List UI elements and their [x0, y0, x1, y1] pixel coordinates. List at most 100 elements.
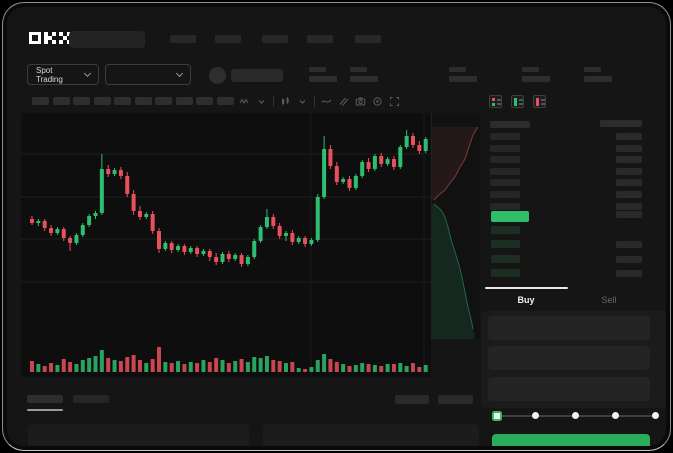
volume-bar	[169, 363, 174, 372]
search-input[interactable]	[69, 31, 145, 48]
asks-book-view-icon[interactable]	[533, 95, 546, 108]
bottom-action-button-2[interactable]	[438, 395, 473, 404]
depth-bids-area	[431, 204, 475, 339]
stat-label-placeholder	[309, 67, 326, 72]
settings-icon[interactable]	[372, 96, 383, 107]
volume-bar	[239, 359, 244, 372]
order-form-field-2[interactable]	[488, 346, 650, 370]
ask-row-price[interactable]	[490, 191, 520, 198]
volume-bar	[99, 350, 104, 372]
stat-value-placeholder	[309, 76, 337, 82]
nav-item-1[interactable]	[170, 35, 196, 43]
line	[519, 99, 523, 101]
timeframe-button-6[interactable]	[134, 97, 152, 105]
volume-bar	[398, 363, 403, 372]
bottom-panel-left	[28, 424, 249, 446]
volume-bar	[214, 358, 219, 372]
candlestick	[112, 170, 117, 174]
volume-bar	[68, 362, 73, 372]
nav-item-2[interactable]	[215, 35, 241, 43]
candlestick	[423, 139, 428, 151]
candlestick	[372, 156, 377, 169]
candlestick	[385, 159, 390, 164]
timeframe-button-10[interactable]	[216, 97, 234, 105]
volume-bar	[379, 366, 384, 372]
order-form-field-3[interactable]	[488, 377, 650, 401]
candlestick	[411, 136, 415, 145]
candlestick	[296, 238, 301, 242]
slider-handle[interactable]	[492, 411, 502, 421]
candlestick	[309, 240, 314, 244]
tab-buy[interactable]: Buy	[517, 295, 535, 305]
buy-submit-button[interactable]	[492, 434, 650, 446]
split-book-view-icon[interactable]	[489, 95, 502, 108]
bid-row-price[interactable]	[491, 226, 520, 234]
ask-row-price[interactable]	[490, 179, 520, 187]
candlestick	[271, 217, 276, 226]
slider-stop[interactable]	[572, 412, 579, 419]
volume-bar	[176, 361, 181, 372]
chart-type-icon[interactable]	[280, 96, 291, 107]
candlestick	[404, 136, 409, 147]
draw-tools-icon[interactable]	[338, 96, 349, 107]
bid-row-price[interactable]	[491, 268, 520, 277]
candlestick	[303, 238, 308, 244]
timeframe-button-3[interactable]	[73, 97, 90, 105]
nav-item-4[interactable]	[307, 35, 333, 43]
bottom-tab-orders[interactable]	[27, 395, 63, 403]
volume-bar	[163, 362, 168, 372]
pair-logo-avatar[interactable]	[209, 67, 226, 84]
ticker-stat-3	[449, 67, 479, 85]
fullscreen-icon[interactable]	[389, 96, 400, 107]
bids-book-view-icon[interactable]	[511, 95, 524, 108]
slider-stop[interactable]	[532, 412, 540, 419]
chevron-down-icon[interactable]	[256, 96, 267, 107]
nav-item-3[interactable]	[262, 35, 288, 43]
last-price-highlight[interactable]	[491, 211, 529, 222]
timeframe-button-8[interactable]	[175, 97, 193, 105]
ask-row-amount	[616, 156, 642, 164]
chevron-down-icon[interactable]	[297, 96, 308, 107]
ask-row-price[interactable]	[490, 133, 520, 140]
tab-sell[interactable]: Sell	[601, 295, 617, 305]
bid-row-price[interactable]	[491, 254, 520, 263]
candlestick	[233, 255, 238, 259]
volume-bar	[296, 368, 301, 372]
timeframe-button-9[interactable]	[196, 97, 213, 105]
bottom-tab-history[interactable]	[73, 395, 109, 403]
stat-label-placeholder	[350, 67, 367, 72]
ask-row-price[interactable]	[490, 202, 520, 210]
bottom-action-button-1[interactable]	[395, 395, 429, 404]
line-tool-icon[interactable]	[321, 96, 332, 107]
market-type-selector[interactable]: Spot Trading	[27, 64, 99, 85]
slider-stop[interactable]	[611, 412, 619, 419]
candlestick	[42, 221, 47, 228]
candlestick-chart[interactable]	[21, 113, 431, 377]
pair-selector[interactable]	[105, 64, 191, 85]
volume-bar	[366, 364, 371, 372]
timeframe-button-7[interactable]	[155, 97, 172, 105]
slider-stop[interactable]	[651, 412, 659, 419]
order-form-field-1[interactable]	[488, 316, 650, 340]
volume-bar	[233, 361, 238, 372]
timeframe-button-5[interactable]	[114, 97, 131, 105]
line	[519, 103, 523, 105]
ask-row-price[interactable]	[490, 144, 520, 152]
volume-bar	[36, 364, 41, 372]
timeframe-button-2[interactable]	[52, 97, 70, 105]
candlestick	[220, 254, 225, 262]
camera-icon[interactable]	[355, 96, 366, 107]
ask-row-price[interactable]	[490, 167, 520, 175]
ask-row-price[interactable]	[490, 156, 520, 164]
timeframe-button-4[interactable]	[93, 97, 111, 105]
nav-item-5[interactable]	[355, 35, 381, 43]
timeframe-button-1[interactable]	[32, 97, 49, 105]
volume-bar	[61, 359, 66, 372]
depth-strip-background	[431, 113, 480, 339]
volume-bar	[137, 360, 142, 372]
volume-bar	[182, 364, 187, 372]
volume-bar	[417, 367, 422, 372]
indicators-icon[interactable]	[239, 96, 250, 107]
volume-bar	[195, 363, 200, 372]
bid-row-price[interactable]	[491, 240, 520, 249]
